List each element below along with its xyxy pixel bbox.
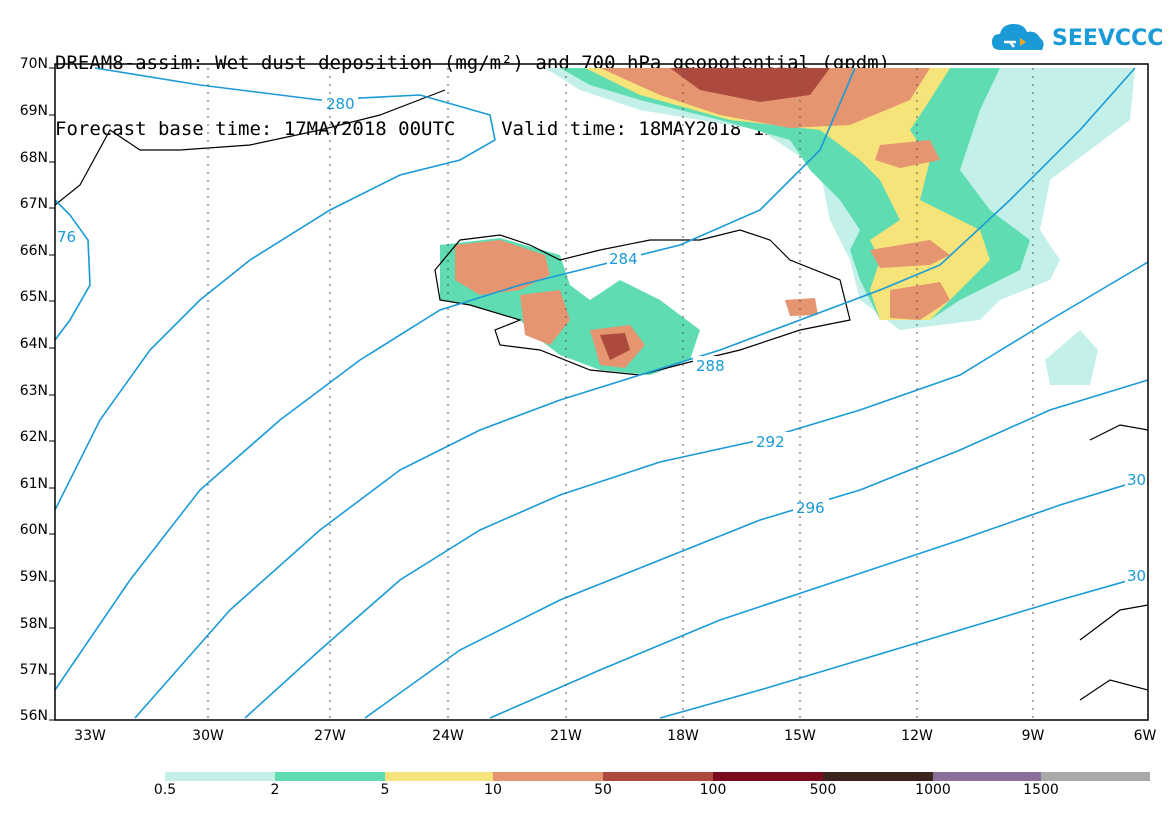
dust-area-iceland-10 bbox=[455, 240, 550, 295]
lon-label: 21W bbox=[550, 728, 582, 744]
contour-304 bbox=[659, 574, 1149, 719]
greenland-coast bbox=[54, 89, 446, 206]
logo-text: SEEVCCC bbox=[1052, 25, 1164, 51]
dust-area-east bbox=[1045, 330, 1098, 385]
dust-area-iceland-10b bbox=[520, 290, 570, 345]
dust-area-10c bbox=[870, 240, 950, 268]
lon-label: 6W bbox=[1133, 728, 1157, 744]
lat-label: 65N bbox=[19, 289, 48, 305]
lon-label: 15W bbox=[784, 728, 816, 744]
legend-label: 5 bbox=[380, 782, 390, 798]
lat-label: 63N bbox=[19, 383, 48, 399]
contour-label-276: 76 bbox=[57, 228, 76, 246]
lat-label: 59N bbox=[19, 569, 48, 585]
contour-288 bbox=[134, 67, 1136, 719]
contour-296 bbox=[364, 379, 1149, 719]
lat-label: 69N bbox=[19, 103, 48, 119]
legend-label: 0.5 bbox=[153, 782, 177, 798]
lat-label: 62N bbox=[19, 429, 48, 445]
contour-300 bbox=[489, 477, 1149, 719]
contour-label-284: 284 bbox=[609, 250, 638, 268]
lat-label: 64N bbox=[19, 336, 48, 352]
legend-label: 10 bbox=[484, 782, 502, 798]
dust-area-10b bbox=[875, 140, 940, 168]
legend-label: 500 bbox=[809, 782, 837, 798]
legend-label: 2 bbox=[270, 782, 280, 798]
axis-ticks bbox=[49, 67, 55, 721]
lon-label: 18W bbox=[667, 728, 699, 744]
dust-area-50 bbox=[670, 68, 830, 102]
lon-label: 27W bbox=[314, 728, 346, 744]
contour-280 bbox=[54, 67, 496, 511]
dust-deposition-field bbox=[440, 68, 1135, 385]
map-frame bbox=[54, 63, 1149, 721]
dust-area-small bbox=[785, 298, 818, 316]
contour-276 bbox=[54, 199, 91, 341]
contour-label-296: 296 bbox=[796, 499, 825, 517]
legend-label: 100 bbox=[699, 782, 727, 798]
contour-label-292: 292 bbox=[756, 433, 785, 451]
contour-label-280: 280 bbox=[326, 95, 355, 113]
lon-label: 24W bbox=[432, 728, 464, 744]
lon-label: 9W bbox=[1021, 728, 1045, 744]
legend-label: 50 bbox=[594, 782, 612, 798]
geopotential-contours bbox=[54, 67, 1149, 719]
lat-label: 60N bbox=[19, 522, 48, 538]
lon-label: 12W bbox=[901, 728, 933, 744]
legend-label: 1000 bbox=[915, 782, 951, 798]
lat-label: 70N bbox=[19, 56, 48, 72]
contour-labels: 280 76 284 288 292 296 30 30 bbox=[55, 94, 1149, 585]
legend-label: 1500 bbox=[1023, 782, 1059, 798]
lon-label: 33W bbox=[74, 728, 106, 744]
lat-label: 68N bbox=[19, 150, 48, 166]
lat-label: 58N bbox=[19, 616, 48, 632]
lat-label: 66N bbox=[19, 243, 48, 259]
lat-label: 61N bbox=[19, 476, 48, 492]
contour-label-304: 30 bbox=[1127, 567, 1146, 585]
iceland-coast bbox=[434, 229, 851, 376]
dust-area-10d bbox=[890, 282, 950, 320]
legend-bar bbox=[165, 772, 1150, 781]
lat-label: 57N bbox=[19, 662, 48, 678]
contour-label-300: 30 bbox=[1127, 471, 1146, 489]
lat-label: 67N bbox=[19, 196, 48, 212]
cloud-icon bbox=[992, 24, 1044, 50]
lon-label: 30W bbox=[192, 728, 224, 744]
faroe-norway-coast bbox=[1079, 424, 1149, 701]
seevccc-logo: SEEVCCC bbox=[990, 18, 1163, 58]
contour-292 bbox=[244, 261, 1149, 719]
contour-284 bbox=[54, 67, 856, 691]
contour-label-288: 288 bbox=[696, 357, 725, 375]
dust-area-iceland-50 bbox=[600, 333, 630, 360]
lat-label: 56N bbox=[19, 708, 48, 724]
coastlines bbox=[54, 89, 1149, 701]
